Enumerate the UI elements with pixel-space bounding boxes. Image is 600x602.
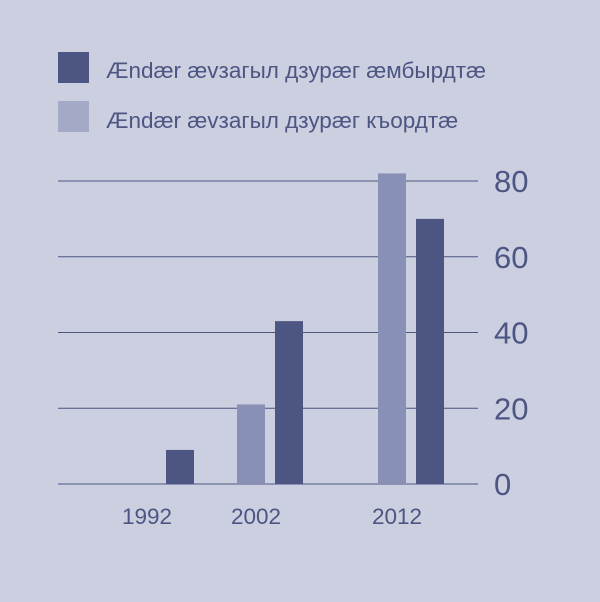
- bar-dark-2002: [275, 321, 303, 484]
- legend-swatch-dark: [58, 52, 89, 83]
- y-tick-label: 20: [494, 391, 528, 426]
- x-tick-label: 2012: [372, 504, 422, 529]
- y-tick-label: 40: [494, 316, 528, 351]
- bar-dark-1992: [166, 449, 194, 484]
- y-tick-label: 80: [494, 164, 528, 199]
- y-tick-label: 60: [494, 240, 528, 275]
- gridlines: [58, 180, 478, 485]
- bar-light-2002: [237, 404, 265, 484]
- x-tick-label: 2002: [231, 504, 281, 529]
- bar-dark-2012: [416, 218, 444, 484]
- y-axis-ticks: 0 20 40 60 80: [494, 164, 528, 502]
- bar-light-2012: [378, 173, 406, 485]
- legend-swatch-light: [58, 101, 89, 132]
- y-tick-label: 0: [494, 467, 511, 502]
- bars: [166, 173, 444, 485]
- legend-label-dark: Ændær ævзагыл дзурæг æмбырдтæ: [106, 58, 486, 83]
- legend-label-light: Ændær ævзагыл дзурæг къордтæ: [106, 108, 458, 133]
- legend: Ændær ævзагыл дзурæг æмбырдтæ Ændær ævза…: [58, 52, 486, 133]
- x-tick-label: 1992: [122, 504, 172, 529]
- x-axis-ticks: 1992 2002 2012: [122, 504, 422, 529]
